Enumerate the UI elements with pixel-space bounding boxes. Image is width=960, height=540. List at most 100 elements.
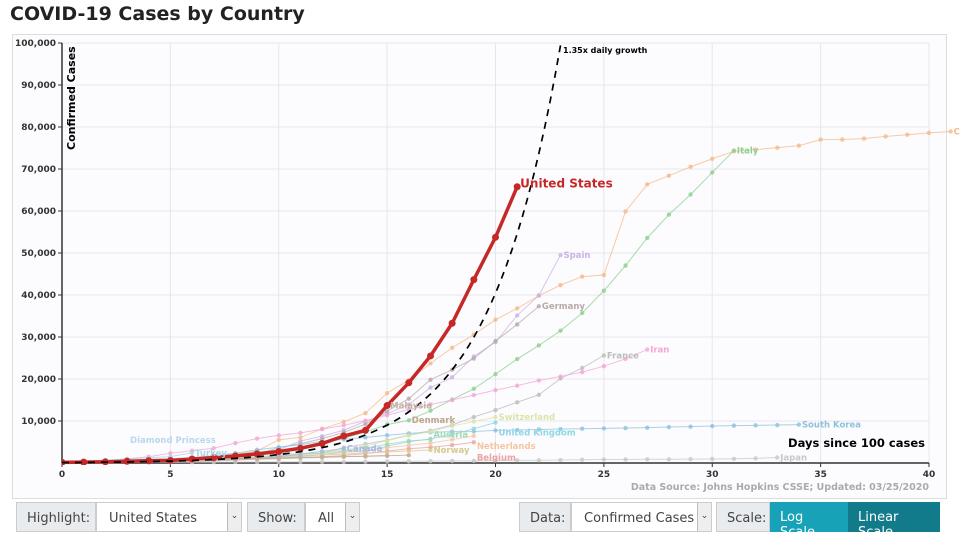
data-point — [406, 459, 411, 464]
data-point — [688, 456, 693, 462]
data-point — [688, 192, 693, 197]
data-point — [384, 442, 390, 447]
data-point — [449, 345, 455, 350]
data-point — [276, 437, 281, 443]
linear-scale-button[interactable]: Linear Scale — [848, 502, 940, 540]
data-point — [449, 429, 455, 434]
data-point — [406, 452, 411, 458]
data-point — [558, 282, 563, 288]
series-label: Turkey — [195, 449, 227, 459]
data-point — [623, 425, 628, 431]
data-point — [471, 433, 477, 439]
data-point — [384, 390, 390, 396]
data-point — [645, 457, 650, 462]
data-point — [558, 426, 563, 432]
series-label: Switzerland — [499, 413, 556, 423]
data-point — [796, 422, 802, 427]
data-point — [318, 440, 326, 448]
data-point — [384, 438, 390, 443]
data-point — [471, 419, 477, 424]
x-tick-label: 20 — [489, 470, 502, 480]
data-point — [449, 458, 455, 464]
data-point — [536, 304, 542, 309]
log-scale-button[interactable]: Log Scale — [770, 502, 848, 540]
series-labels: United States China Italy Spain Germany Franc… — [130, 128, 960, 464]
data-point — [580, 274, 585, 279]
data-point — [601, 353, 607, 358]
data-point — [319, 459, 325, 465]
data-point — [384, 409, 390, 414]
data-point — [558, 252, 563, 258]
data-point — [710, 156, 715, 161]
series-label: Netherlands — [477, 442, 536, 452]
show-label: Show: — [247, 502, 305, 532]
data-point — [363, 453, 368, 459]
data-point — [493, 458, 498, 463]
data-point — [623, 457, 628, 462]
data-point — [406, 443, 411, 448]
data-point — [298, 459, 303, 465]
data-point — [471, 392, 477, 398]
highlight-control: Highlight: United States ⌄ — [16, 502, 242, 532]
series-label: United States — [520, 177, 613, 191]
data-point — [601, 272, 607, 278]
x-tick-label: 25 — [598, 470, 611, 480]
data-point — [666, 212, 672, 217]
data-point — [298, 435, 303, 440]
data-point — [645, 182, 650, 187]
x-tick-label: 30 — [706, 470, 719, 480]
series-label: Belgium — [477, 453, 516, 463]
data-point — [775, 145, 780, 150]
series-label: Norway — [433, 446, 469, 456]
series-label: Malaysia — [390, 401, 432, 411]
data-point — [601, 363, 607, 369]
series-label: China — [954, 128, 960, 138]
y-tick-label: 10,000 — [21, 417, 56, 427]
data-point — [275, 448, 283, 456]
data-select[interactable]: Confirmed Cases ⌄ — [571, 502, 712, 532]
chart: 0 5 10 15 20 25 30 35 40 10,000 20,000 30,000 40,000… — [15, 39, 960, 493]
series-label: Diamond Princess — [130, 436, 216, 446]
data-point — [428, 408, 433, 413]
show-select[interactable]: All ⌄ — [305, 502, 360, 532]
data-point — [189, 450, 195, 455]
data-point — [428, 429, 433, 434]
page-title: COVID-19 Cases by Country — [10, 3, 305, 25]
series-line-united-states — [62, 186, 519, 465]
data-point — [363, 421, 368, 427]
data-point — [319, 427, 325, 432]
data-point — [319, 455, 325, 460]
data-point — [471, 458, 477, 464]
data-point — [449, 437, 455, 442]
data-point — [449, 423, 455, 429]
show-value: All — [318, 511, 335, 526]
data-point — [883, 134, 888, 139]
show-control: Show: All ⌄ — [247, 502, 360, 532]
data-point — [580, 457, 585, 462]
highlight-label: Highlight: — [16, 502, 96, 532]
data-point — [514, 427, 520, 433]
y-tick-label: 60,000 — [21, 207, 56, 217]
data-point — [493, 317, 498, 322]
data-point — [449, 432, 455, 437]
highlight-select[interactable]: United States ⌄ — [96, 502, 242, 532]
y-tick-label: 90,000 — [21, 81, 56, 91]
data-point — [276, 433, 281, 438]
data-point — [558, 457, 563, 463]
data-point — [514, 458, 520, 463]
chevron-down-icon: ⌄ — [227, 503, 241, 531]
y-tick-label: 40,000 — [21, 291, 56, 301]
data-point — [493, 407, 498, 413]
data-point — [731, 423, 737, 428]
data-point — [254, 457, 260, 462]
data-point — [254, 436, 260, 441]
data-point — [253, 450, 261, 458]
data-point — [363, 418, 368, 423]
data-point — [753, 423, 758, 428]
data-point — [645, 425, 650, 430]
chevron-down-icon: ⌄ — [697, 503, 711, 531]
data-point — [428, 447, 433, 453]
data-point — [731, 456, 737, 461]
data-point — [361, 426, 369, 434]
data-point — [471, 414, 477, 420]
